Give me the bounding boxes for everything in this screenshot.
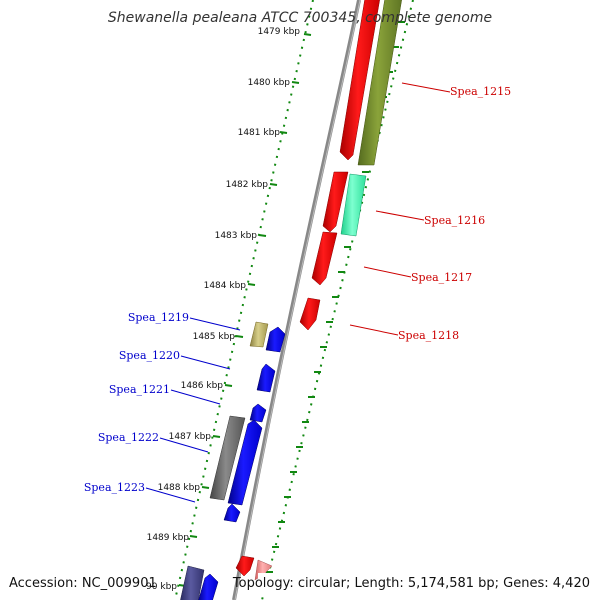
gene-label: Spea_1215 — [450, 85, 511, 98]
gene-olive-1 — [357, 0, 402, 166]
gene-label: Spea_1217 — [411, 271, 472, 284]
gene-blue-3 — [249, 403, 267, 423]
inner-strand-genes — [180, 321, 286, 600]
topology-text: Topology: circular; Length: 5,174,581 bp… — [232, 576, 590, 591]
gene-label: Spea_1218 — [398, 329, 459, 342]
leader-line — [363, 266, 412, 278]
gene-red-4 — [299, 297, 321, 331]
leader-line — [349, 324, 399, 336]
genome-backbone-highlight — [234, 0, 361, 600]
gene-label: Spea_1220 — [119, 349, 180, 362]
tick-label: 1490 kbp — [135, 582, 178, 592]
gene-blue-2 — [256, 363, 276, 393]
outer-strand-genes — [235, 0, 402, 581]
tick-label: 1481 kbp — [238, 128, 281, 138]
tick-label: 1487 kbp — [169, 432, 212, 442]
right-gene-labels: Spea_1215 Spea_1216 Spea_1217 Spea_1218 — [349, 82, 511, 342]
tick-label: 1488 kbp — [158, 483, 201, 493]
gene-red-1 — [339, 0, 380, 161]
tick-label: 1482 kbp — [226, 180, 269, 190]
major-ticks — [178, 33, 312, 587]
tick-label: 1480 kbp — [248, 78, 291, 88]
tick-label: 1484 kbp — [204, 281, 247, 291]
gene-grey-1 — [209, 415, 246, 501]
tick-label: 1486 kbp — [181, 381, 224, 391]
tick-labels: 1479 kbp 1480 kbp 1481 kbp 1482 kbp 1483… — [135, 27, 301, 592]
gene-tan-1 — [249, 321, 269, 348]
leader-line — [180, 355, 231, 370]
major-tick — [279, 131, 288, 134]
gene-red-3 — [311, 231, 338, 286]
gene-red-2 — [322, 171, 349, 233]
gene-red-5 — [235, 555, 255, 577]
major-tick — [258, 234, 267, 237]
gene-navy-1 — [180, 565, 205, 600]
major-tick — [201, 486, 210, 489]
right-tick-track — [261, 0, 414, 600]
gene-label: Spea_1223 — [84, 481, 145, 494]
major-tick — [224, 384, 233, 387]
gene-label: Spea_1219 — [128, 311, 189, 324]
genome-title: Shewanella pealeana ATCC 700345, complet… — [108, 10, 492, 26]
leader-line — [401, 82, 451, 93]
gene-cyan-1 — [340, 173, 367, 237]
major-tick — [212, 435, 221, 438]
genome-backbone — [232, 0, 361, 600]
tick-label: 1479 kbp — [258, 27, 301, 37]
leader-line — [189, 317, 241, 331]
leader-line — [170, 389, 221, 405]
left-gene-labels: Spea_1219 Spea_1220 Spea_1221 Spea_1222 … — [84, 311, 241, 503]
major-tick — [291, 81, 300, 84]
tick-label: 1485 kbp — [193, 332, 236, 342]
leader-line — [159, 437, 209, 453]
tick-label: 1489 kbp — [147, 533, 190, 543]
gene-label: Spea_1216 — [424, 214, 485, 227]
major-tick — [235, 335, 244, 338]
footer-accession-bg — [6, 573, 146, 592]
accession-text: Accession: NC_009901 — [9, 576, 157, 591]
gene-label: Spea_1222 — [98, 431, 159, 444]
leader-line — [145, 487, 196, 503]
gene-blue-5 — [223, 503, 241, 523]
major-tick — [303, 33, 312, 36]
tick-label: 1483 kbp — [215, 231, 258, 241]
footer-topology-bg — [258, 573, 596, 592]
gene-blue-4 — [227, 419, 263, 506]
gene-label: Spea_1221 — [109, 383, 170, 396]
left-tick-track — [174, 0, 314, 600]
major-tick — [269, 183, 278, 186]
major-tick — [247, 283, 256, 286]
major-tick — [189, 535, 198, 538]
gene-blue-6 — [198, 573, 219, 600]
gene-blue-1 — [265, 326, 286, 353]
leader-line — [375, 210, 425, 221]
